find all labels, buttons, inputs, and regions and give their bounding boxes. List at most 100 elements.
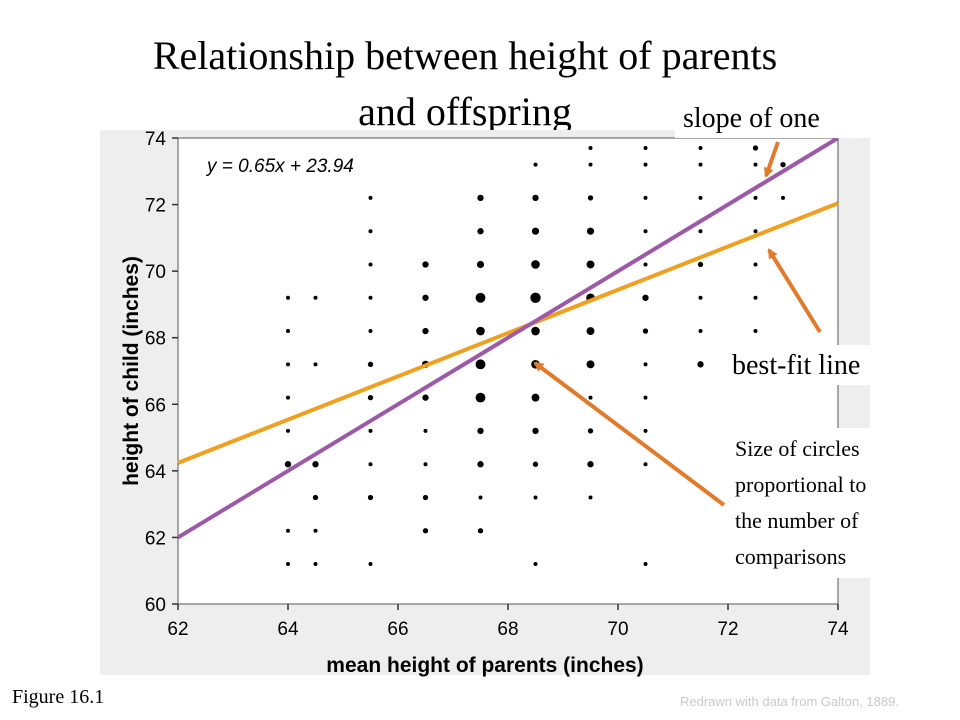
data-point: [586, 227, 595, 235]
data-point: [477, 194, 484, 202]
data-point: [753, 329, 758, 334]
data-point: [284, 461, 292, 468]
data-point: [643, 462, 648, 467]
data-point: [586, 360, 595, 369]
data-point: [781, 195, 785, 200]
data-point: [422, 327, 429, 335]
data-point: [367, 361, 374, 368]
data-point: [477, 228, 484, 235]
data-point: [586, 260, 595, 269]
data-point: [643, 229, 648, 234]
data-point: [588, 162, 593, 167]
circle-note-line-3: the number of: [735, 508, 859, 533]
data-point: [752, 145, 759, 151]
data-point: [423, 462, 428, 467]
y-tick-label: 70: [145, 262, 166, 283]
data-point: [477, 528, 484, 534]
best-fit-arrow: [767, 248, 822, 334]
slope-of-one-label: slope of one: [683, 103, 820, 134]
data-point: [753, 262, 758, 267]
data-point: [698, 162, 703, 167]
data-point: [753, 162, 758, 167]
data-point: [423, 428, 428, 433]
data-point: [533, 162, 538, 167]
data-point: [587, 428, 594, 434]
data-point: [531, 227, 540, 235]
data-point: [643, 195, 648, 200]
data-point: [313, 562, 318, 567]
best-fit-line-label: best-fit line: [732, 350, 860, 381]
figure-label: Figure 16.1: [12, 686, 105, 708]
best-fit-line: [177, 201, 839, 465]
data-point: [478, 495, 483, 500]
y-tick-label: 66: [145, 395, 166, 416]
y-tick-label: 62: [145, 528, 166, 549]
data-point: [643, 428, 648, 433]
data-point: [422, 494, 429, 501]
data-point: [698, 329, 703, 334]
data-point: [780, 161, 786, 168]
data-point: [588, 395, 593, 400]
data-point: [286, 329, 290, 334]
data-point: [422, 528, 429, 534]
data-point: [698, 295, 703, 300]
x-tick-label: 68: [497, 619, 518, 640]
data-point: [286, 395, 290, 400]
data-point: [475, 392, 486, 403]
circle-note-line-2: proportional to: [735, 472, 866, 497]
x-tick-label: 62: [167, 619, 188, 640]
data-point: [586, 327, 595, 336]
data-points: [284, 145, 786, 567]
data-point: [643, 562, 648, 567]
data-point: [532, 194, 539, 202]
data-point: [368, 562, 373, 567]
data-point: [531, 326, 540, 336]
data-point: [533, 495, 538, 500]
data-point: [643, 145, 648, 150]
data-point: [368, 428, 373, 433]
data-point: [532, 461, 539, 467]
data-point: [286, 295, 290, 300]
data-point: [313, 362, 318, 367]
x-tick-label: 64: [277, 619, 299, 640]
y-axis-label: height of child (inches): [120, 256, 143, 486]
data-point: [588, 145, 593, 150]
data-point: [697, 361, 704, 368]
data-point: [643, 395, 648, 400]
data-point: [698, 229, 703, 234]
data-point: [286, 562, 290, 567]
circle-note-backdrop: [728, 428, 870, 578]
x-axis: 62 64 66 68 70 72 74: [167, 604, 849, 640]
y-tick-label: 74: [145, 129, 167, 150]
x-tick-label: 72: [717, 619, 738, 640]
data-point: [368, 229, 373, 234]
data-point: [753, 229, 758, 234]
data-point: [530, 292, 541, 303]
data-point: [643, 362, 648, 367]
data-point: [313, 528, 318, 533]
data-point: [312, 494, 319, 501]
data-point: [531, 393, 540, 402]
slope-of-one-line: [176, 136, 840, 540]
data-point: [587, 461, 594, 468]
slide-title: Relationship between height of parents a…: [60, 28, 870, 140]
data-point: [475, 292, 486, 303]
circle-note-line-4: comparisons: [735, 544, 846, 569]
data-point: [368, 295, 373, 300]
data-point: [367, 394, 374, 401]
best-fit-label-backdrop: [722, 345, 870, 385]
data-point: [477, 427, 484, 435]
slide-title-line-1: Relationship between height of parents: [152, 33, 778, 78]
data-point: [286, 428, 290, 433]
data-point: [368, 262, 373, 267]
data-point: [286, 528, 290, 533]
data-point: [643, 162, 648, 167]
data-point: [532, 427, 539, 435]
slope-label-backdrop: [675, 98, 870, 138]
data-point: [368, 195, 373, 200]
data-point: [698, 145, 703, 150]
data-point: [753, 295, 758, 300]
data-point: [286, 362, 290, 367]
data-point: [531, 260, 540, 269]
